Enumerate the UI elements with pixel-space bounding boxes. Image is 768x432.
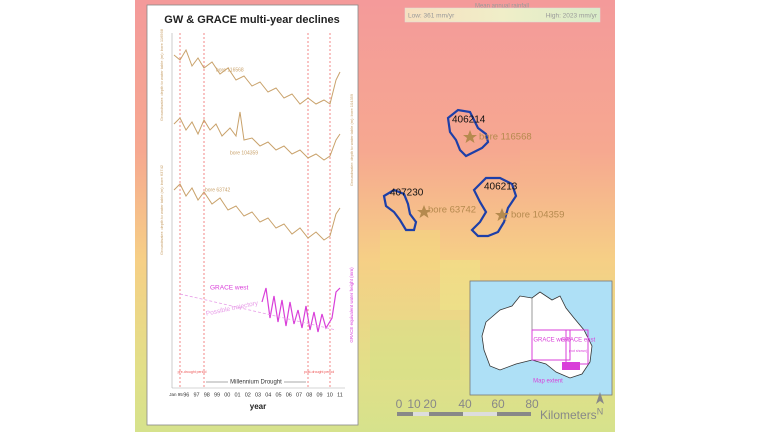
australia bbox=[481, 291, 593, 379]
legend-high: High: 2023 mm/yr bbox=[546, 13, 598, 20]
inset-extent: Map extent bbox=[533, 379, 563, 385]
legend-bar bbox=[404, 7, 601, 23]
north-arrow bbox=[596, 392, 604, 404]
bore-label: bore 104359 bbox=[511, 210, 564, 221]
year-label: 96 bbox=[183, 392, 189, 398]
chart-panel bbox=[146, 4, 359, 426]
year-label: Jan 95 bbox=[169, 392, 183, 397]
legend-low: Low: 361 mm/yr bbox=[408, 13, 455, 20]
star bbox=[463, 130, 477, 143]
catchment-406213 bbox=[470, 176, 518, 238]
year-label: 08 bbox=[306, 392, 312, 398]
scale-unit: Kilometers bbox=[540, 408, 597, 422]
y-axis-label: Groundwater: depth to water table (m): b… bbox=[349, 93, 354, 186]
site-id: 406213 bbox=[484, 182, 518, 193]
catchment-407230 bbox=[382, 188, 418, 232]
bore-stars bbox=[417, 130, 509, 221]
year-label: 98 bbox=[204, 392, 210, 398]
panel-title: GW & GRACE multi-year declines bbox=[164, 14, 339, 26]
post-drought-label: post-drought period bbox=[304, 370, 334, 374]
y-axis-label: Groundwater: depth to water table (m): b… bbox=[159, 28, 164, 121]
scale-tick: 10 bbox=[407, 397, 421, 411]
bore-traces bbox=[173, 48, 341, 241]
x-axis-label: year bbox=[250, 402, 266, 411]
year-label: 06 bbox=[286, 392, 292, 398]
site-id: 407230 bbox=[390, 188, 424, 199]
scale-tick: 20 bbox=[423, 397, 437, 411]
star bbox=[495, 208, 509, 221]
grace-label: GRACE west bbox=[210, 285, 248, 292]
grace-axis-label: GRACE equivalent water height (mm) bbox=[349, 267, 354, 343]
bore-label: bore 116568 bbox=[479, 132, 532, 143]
scale-ticks: 0 10 20 40 60 80 bbox=[396, 397, 539, 411]
year-label: 04 bbox=[265, 392, 271, 398]
year-label: 11 bbox=[337, 392, 343, 398]
scale-tick: 80 bbox=[525, 397, 539, 411]
year-label: 97 bbox=[193, 392, 199, 398]
pre-drought-label: pre-drought period bbox=[178, 370, 207, 374]
grace-west-box bbox=[531, 329, 571, 361]
year-label: 01 bbox=[234, 392, 240, 398]
legend-title: Mean annual rainfall bbox=[475, 4, 529, 10]
series-label: bore 104359 bbox=[230, 150, 258, 156]
map-texture bbox=[370, 150, 580, 380]
inset-east: GRACE east bbox=[561, 338, 596, 344]
year-label: 00 bbox=[224, 392, 230, 398]
scale-tick: 40 bbox=[458, 397, 472, 411]
year-label: 05 bbox=[275, 392, 281, 398]
year-label: 10 bbox=[327, 392, 333, 398]
drought-label: Millennium Drought bbox=[230, 380, 282, 386]
drought-label-bg bbox=[228, 377, 284, 387]
year-label: 03 bbox=[255, 392, 261, 398]
north-label: N bbox=[597, 406, 604, 416]
period-lines bbox=[179, 33, 331, 388]
site-id: 406214 bbox=[452, 115, 486, 126]
catchments bbox=[382, 108, 518, 238]
bore-label: bore 63742 bbox=[428, 205, 476, 216]
catchment-406214 bbox=[446, 108, 490, 158]
year-label: 99 bbox=[214, 392, 220, 398]
year-label: 07 bbox=[296, 392, 302, 398]
star bbox=[417, 205, 431, 218]
inset-east-note: (not shown) bbox=[569, 349, 587, 353]
grace-trace bbox=[261, 287, 341, 333]
year-ticks: Jan 95 96 97 98 99 00 01 02 03 04 05 06 07 08 09 10 11 bbox=[169, 392, 343, 398]
series-label: bore 63742 bbox=[205, 187, 231, 193]
inset-west: GRACE west bbox=[533, 338, 569, 344]
series-label: bore 116568 bbox=[216, 67, 244, 73]
year-label: 02 bbox=[245, 392, 251, 398]
scale-bar bbox=[397, 412, 531, 416]
scale-tick: 0 bbox=[396, 397, 403, 411]
year-label: 09 bbox=[316, 392, 322, 398]
map-extent-box bbox=[562, 362, 580, 370]
y-axis-label: Groundwater: depth to water table (m): b… bbox=[159, 164, 164, 255]
trajectory-line bbox=[179, 293, 337, 331]
scale-tick: 60 bbox=[491, 397, 505, 411]
